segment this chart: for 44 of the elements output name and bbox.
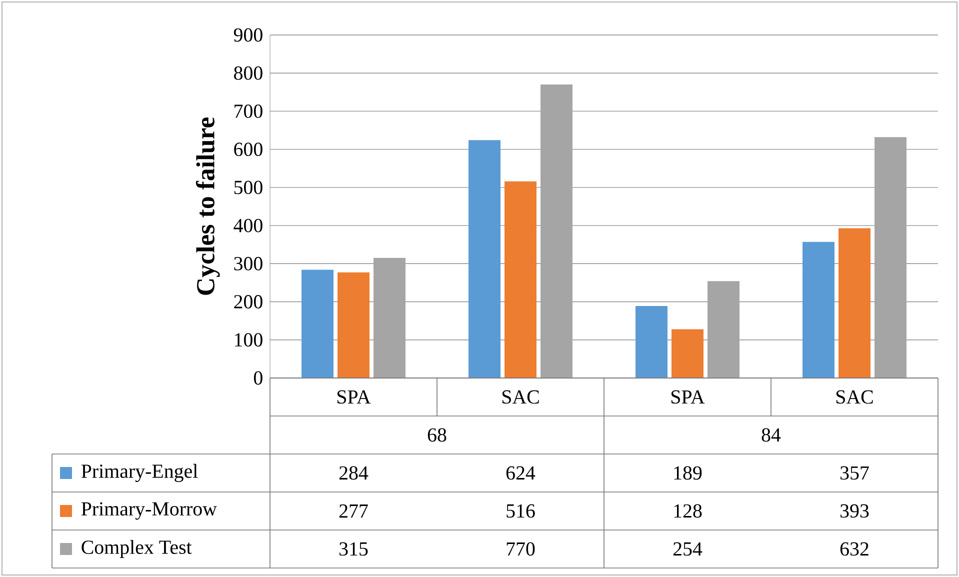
- data-label: 128: [674, 504, 702, 518]
- y-tick-label: 600: [234, 142, 262, 156]
- x-tick-label: SPA: [337, 390, 371, 404]
- data-label: 624: [506, 466, 536, 480]
- y-tick-label: 700: [234, 104, 262, 118]
- data-label: 189: [674, 466, 702, 480]
- data-label: 254: [673, 542, 702, 556]
- bar: [838, 228, 871, 378]
- y-tick-label: 300: [234, 256, 262, 270]
- y-tick-label: 500: [234, 180, 262, 194]
- data-label: 277: [339, 504, 368, 518]
- y-tick-label: 0: [254, 371, 262, 385]
- y-axis-title: Cycles to failure: [196, 117, 220, 295]
- data-label: 770: [506, 542, 535, 556]
- y-tick-label: 100: [235, 333, 262, 347]
- legend-label: Primary-Engel: [81, 464, 198, 482]
- bar: [874, 137, 907, 378]
- bar: [302, 270, 334, 378]
- bar: [338, 272, 370, 378]
- bar: [708, 281, 740, 378]
- bar: [374, 258, 406, 378]
- data-label: 284: [339, 466, 368, 480]
- bar: [540, 84, 573, 378]
- text: 68: [428, 428, 446, 442]
- bar: [468, 140, 501, 378]
- data-label: 632: [840, 542, 868, 556]
- data-label: 516: [506, 504, 535, 518]
- legend-label: Primary-Morrow: [81, 502, 217, 520]
- y-tick-label: 200: [234, 295, 262, 308]
- text: 84: [762, 428, 781, 442]
- bar: [802, 242, 835, 378]
- bar: [636, 306, 668, 378]
- data-label: 393: [840, 504, 869, 518]
- y-tick-label: 900: [234, 28, 262, 42]
- x-tick-label: SPA: [671, 390, 705, 404]
- bar: [504, 181, 537, 378]
- legend-label: Complex Test: [82, 540, 192, 558]
- x-tick-label: SAC: [836, 390, 873, 404]
- data-label: 315: [340, 542, 368, 556]
- y-tick-label: 400: [234, 218, 262, 232]
- x-tick-label: SAC: [502, 390, 539, 404]
- bar: [672, 329, 704, 378]
- data-label: 357: [840, 466, 869, 480]
- y-tick-label: 800: [234, 66, 262, 80]
